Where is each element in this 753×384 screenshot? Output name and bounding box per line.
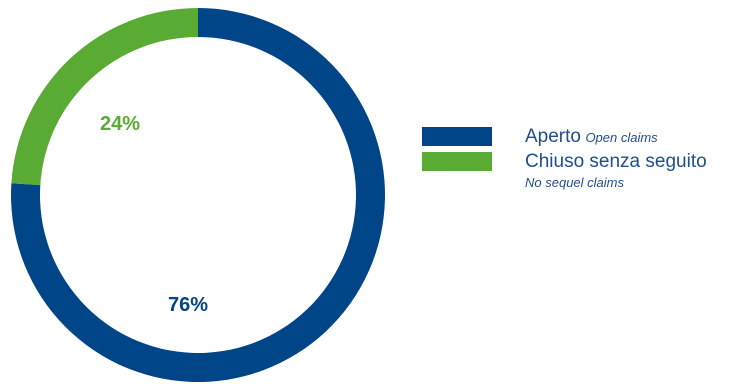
legend-sublabel-closed: No sequel claims bbox=[525, 175, 624, 190]
legend-item-closed: Chiuso senza seguito No sequel claims bbox=[422, 151, 707, 192]
legend-swatch-closed bbox=[422, 152, 492, 171]
legend-text-closed: Chiuso senza seguito No sequel claims bbox=[525, 151, 707, 192]
slice-value-label-0: 76% bbox=[168, 294, 208, 316]
slice-value-label-1: 24% bbox=[100, 113, 140, 135]
donut-slice-1 bbox=[11, 7, 198, 186]
legend-item-open: Aperto Open claims bbox=[422, 126, 707, 149]
legend-text-open: Aperto Open claims bbox=[525, 126, 658, 149]
donut-chart-svg: 76% 24% bbox=[10, 7, 385, 382]
legend-label-open: Aperto bbox=[525, 126, 581, 147]
legend-label-closed: Chiuso senza seguito bbox=[525, 151, 707, 172]
chart-legend: Aperto Open claims Chiuso senza seguito … bbox=[422, 126, 707, 194]
legend-swatch-open bbox=[422, 127, 492, 146]
legend-sublabel-open: Open claims bbox=[585, 130, 658, 145]
